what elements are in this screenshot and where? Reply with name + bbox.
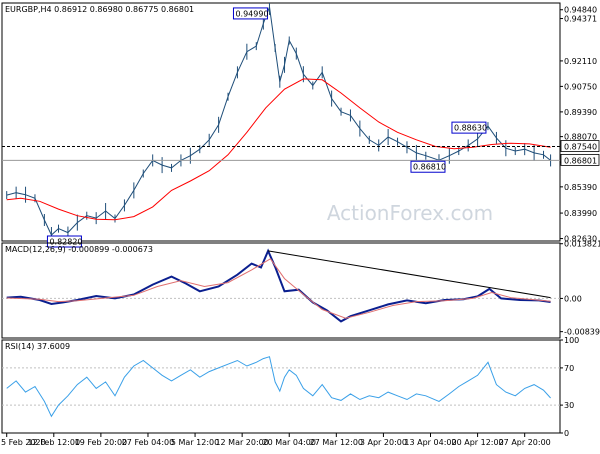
rsi-y-tick-label: 70 <box>564 364 574 373</box>
price-title: EURGBP,H4 0.86912 0.86980 0.86775 0.8680… <box>5 5 194 14</box>
annotation-label: 0.94990 <box>235 9 268 18</box>
x-tick-label: 5 Mar 12:00 <box>171 438 219 447</box>
x-tick-label: 27 Mar 12:00 <box>310 438 363 447</box>
macd-signal-line <box>6 258 551 319</box>
macd-title: MACD(12,26,9) -0.000899 -0.000673 <box>5 245 153 254</box>
price-y-tick-label: 0.85390 <box>564 183 597 192</box>
macd-y-tick-label: -0.008397 <box>564 328 600 337</box>
macd-y-tick-label: 0.013821 <box>564 240 600 249</box>
annotation-box <box>410 160 446 173</box>
x-tick-label: 5 Feb 2020 <box>1 438 46 447</box>
dashed-level-box <box>560 140 600 152</box>
x-tick-label: 27 Feb 04:00 <box>122 438 174 447</box>
macd-frame <box>1 242 561 339</box>
price-y-tick-label: 0.92110 <box>564 57 597 66</box>
annotation-box <box>451 121 487 134</box>
watermark-text: ActionForex.com <box>327 201 493 225</box>
price-y-tick-label: 0.88070 <box>564 133 597 142</box>
price-y-tick-label: 0.90750 <box>564 82 597 91</box>
macd-y-tick-label: 0.00 <box>564 294 582 303</box>
rsi-y-tick-label: 100 <box>564 336 579 345</box>
x-tick-label: 12 Feb 12:00 <box>28 438 80 447</box>
rsi-frame <box>1 339 561 434</box>
price-y-tick-label: 0.83990 <box>564 209 597 218</box>
current-price-box <box>560 153 600 166</box>
price-frame <box>1 2 561 242</box>
price-price-line <box>6 6 551 236</box>
annotation-box <box>232 7 268 20</box>
price-y-tick-label: 0.89390 <box>564 108 597 117</box>
rsi-rsi-line <box>6 356 551 418</box>
price-y-tick-label: 0.94840 <box>564 6 597 15</box>
annotation-label: 0.88630 <box>454 124 487 133</box>
current-price-label: 0.86801 <box>564 156 597 165</box>
x-tick-label: 20 Mar 04:00 <box>263 438 316 447</box>
rsi-y-tick-label: 30 <box>564 401 574 410</box>
price-ma-line <box>6 78 551 221</box>
price-y-tick-label: 0.82630 <box>564 235 597 244</box>
rsi-title: RSI(14) 37.6009 <box>5 342 70 351</box>
price-y-tick-label: 0.94371 <box>564 15 597 24</box>
x-tick-label: 13 Apr 04:00 <box>404 438 456 447</box>
annotation-label: 0.82820 <box>49 238 82 247</box>
x-tick-label: 3 Apr 20:00 <box>360 438 407 447</box>
annotation-label: 0.86810 <box>413 163 446 172</box>
x-tick-label: 19 Feb 20:00 <box>75 438 127 447</box>
rsi-y-tick-label: 0 <box>564 429 569 438</box>
x-tick-label: 20 Apr 12:00 <box>452 438 504 447</box>
annotation-box <box>46 235 82 248</box>
x-tick-label: 27 Apr 20:00 <box>499 438 551 447</box>
macd-trendline-line <box>268 250 551 299</box>
dashed-level-label: 0.87540 <box>564 143 597 152</box>
x-tick-label: 12 Mar 20:00 <box>215 438 268 447</box>
